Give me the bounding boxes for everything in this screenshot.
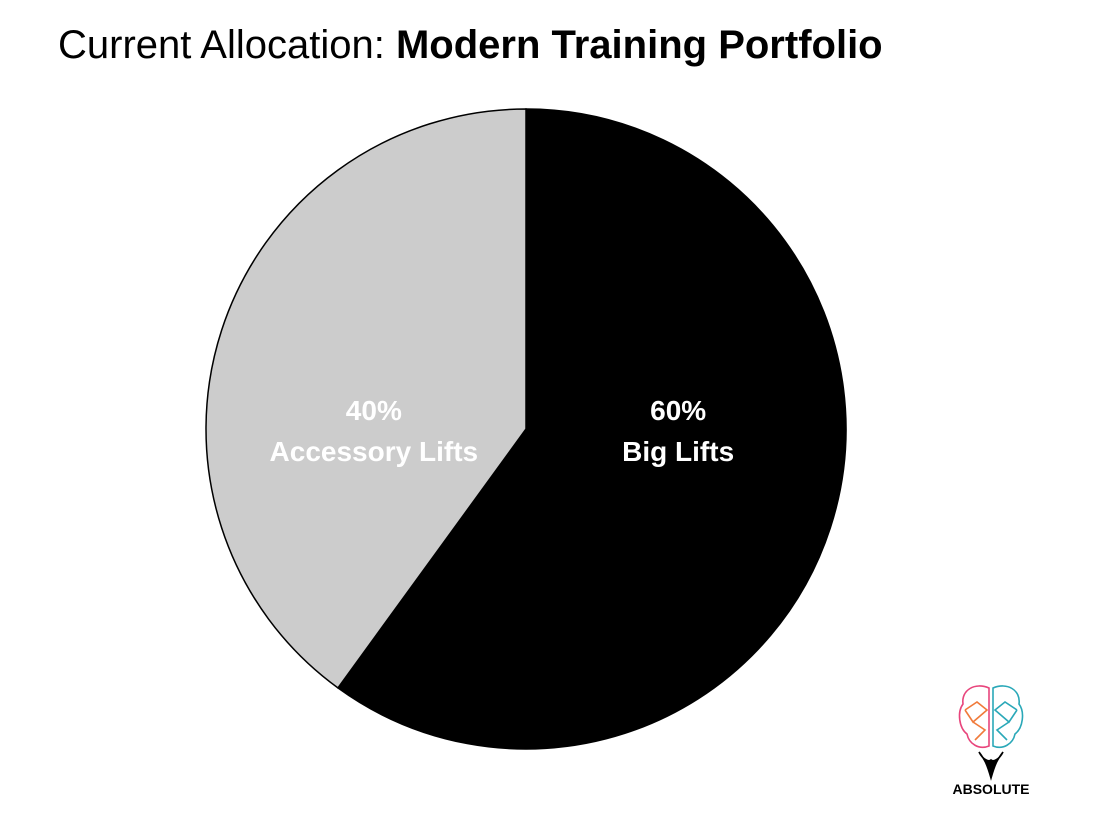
logo-brain bbox=[958, 685, 1024, 781]
logo: ABSOLUTE bbox=[953, 685, 1030, 797]
pie-slice bbox=[336, 108, 847, 750]
logo-text: ABSOLUTE bbox=[953, 781, 1030, 797]
title-main: Modern Training Portfolio bbox=[396, 23, 883, 67]
title-lead: Current Allocation: bbox=[58, 23, 385, 67]
slice-category-label: Accessory Lifts bbox=[270, 436, 479, 467]
slice-value-label: 40% bbox=[346, 395, 402, 426]
chart-title: Current Allocation: Modern Training Port… bbox=[58, 23, 883, 67]
pie bbox=[205, 108, 847, 750]
pie-slice bbox=[205, 108, 527, 689]
slice-category-label: Big Lifts bbox=[622, 436, 734, 467]
slice-value-label: 60% bbox=[650, 395, 706, 426]
